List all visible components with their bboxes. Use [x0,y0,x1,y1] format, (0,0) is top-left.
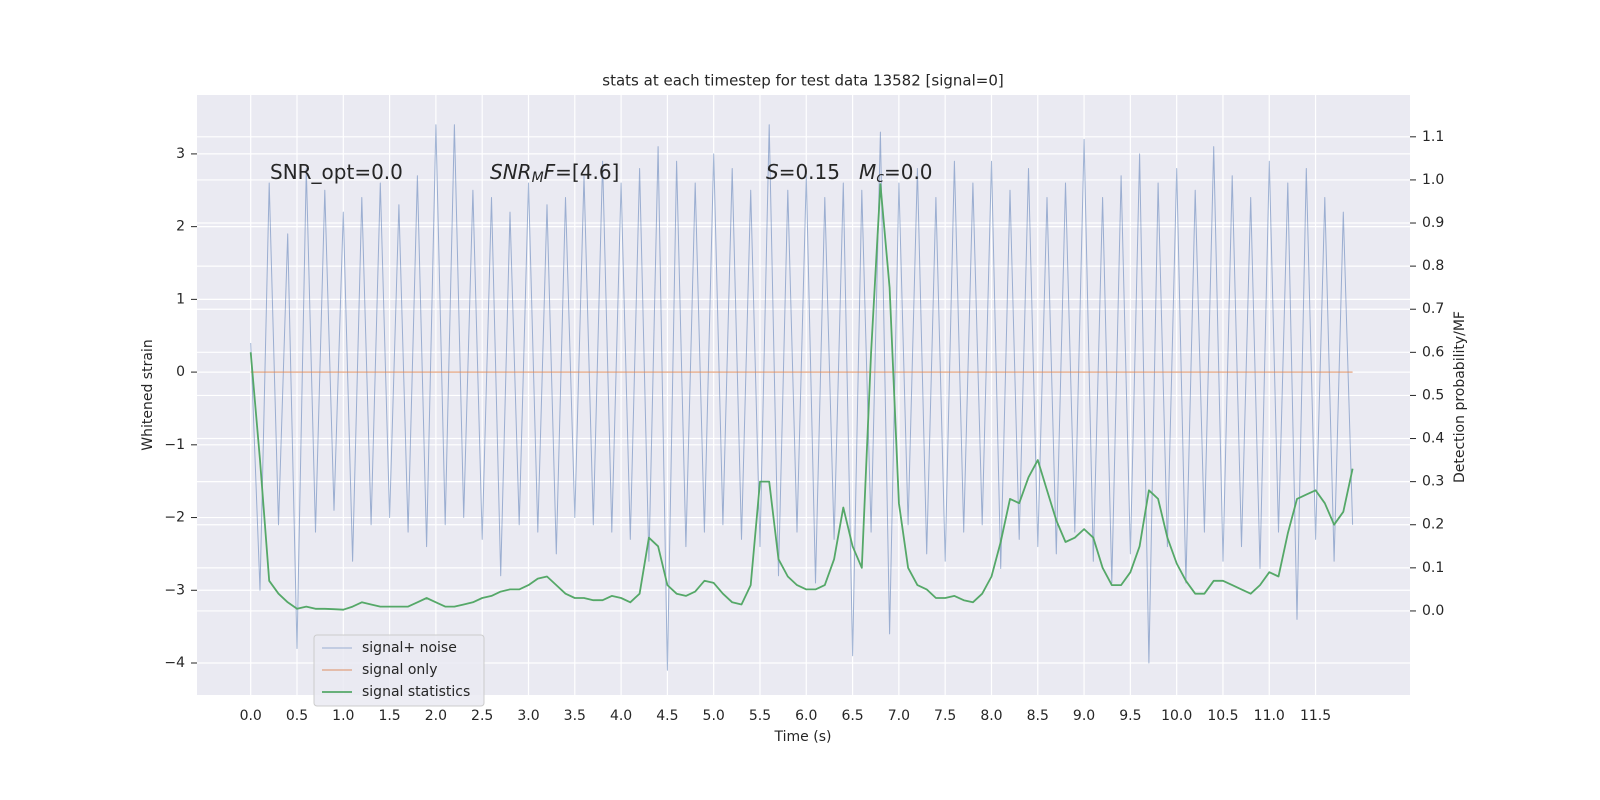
y2-tick-label: 1.1 [1422,129,1444,145]
x-tick-label: 0.5 [286,708,308,724]
x-tick-label: 5.0 [703,708,725,724]
x-tick-label: 9.5 [1119,708,1141,724]
x-tick-label: 3.5 [564,708,586,724]
x-tick-label: 4.5 [656,708,678,724]
x-tick-label: 4.0 [610,708,632,724]
x-tick-label: 11.0 [1254,708,1285,724]
annotation-part: S [766,160,779,184]
y-tick-label: −2 [164,510,185,526]
x-tick-label: 0.0 [240,708,262,724]
y-tick-label: 1 [176,291,185,307]
x-tick-label: 3.0 [517,708,539,724]
annotation-part: SNR_opt=0.0 [270,160,403,184]
annotation-part: F [544,160,556,184]
y2-tick-label: 0.8 [1422,258,1444,274]
x-tick-label: 5.5 [749,708,771,724]
y-tick-label: 2 [176,219,185,235]
y2-tick-label: 0.9 [1422,215,1444,231]
annotation-part: M [859,160,876,184]
annotation-part: =0.0 [884,160,933,184]
x-tick-label: 9.0 [1073,708,1095,724]
x-tick-label: 7.0 [888,708,910,724]
annotation-part: M [532,170,544,186]
x-tick-label: 1.0 [332,708,354,724]
y-tick-label: 0 [176,364,185,380]
y-tick-label: −3 [164,582,185,598]
x-tick-label: 6.0 [795,708,817,724]
y2-tick-label: 0.3 [1422,474,1444,490]
series-line [249,183,1354,611]
y2-tick-label: 0.5 [1422,387,1444,403]
y2-tick-label: 0.0 [1422,603,1444,619]
marks [249,124,1354,671]
series-line [250,124,1354,671]
legend-box [313,634,485,707]
annotation-part: =[4.6] [555,160,619,184]
annotation: Mc=0.0 [859,160,933,187]
y2-tick-label: 0.6 [1422,344,1444,360]
y2-axis-label: Detection probability/MF [1452,311,1468,483]
annotation: SNRMF=[4.6] [490,160,619,187]
annotation-part: c [876,170,884,186]
x-tick-label: 1.5 [378,708,400,724]
y2-tick-label: 0.7 [1422,301,1444,317]
annotation: S=0.15 [766,160,840,184]
annotation: SNR_opt=0.0 [270,160,403,184]
annotation-part: SNR [490,160,532,184]
y-axis-label: Whitened strain [140,339,156,450]
legend-label: signal only [362,662,437,678]
legend: signal+ noise signal only signal statistic… [313,634,485,707]
y-tick-label: −4 [164,655,185,671]
y2-tick-label: 0.1 [1422,560,1444,576]
y-tick-label: 3 [176,146,185,162]
legend-label: signal statistics [362,684,470,700]
y-tick-label: −1 [164,437,185,453]
legend-label: signal+ noise [362,640,457,656]
x-tick-label: 6.5 [841,708,863,724]
x-tick-label: 10.5 [1207,708,1238,724]
x-tick-label: 7.5 [934,708,956,724]
x-tick-label: 2.5 [471,708,493,724]
labels: 0.0 0.5 1.0 1.5 2.0 2.5 3.0 3.5 4.0 4.5 5.0 5.5 6.0 6… [164,129,1444,724]
y2-tick-label: 0.4 [1422,431,1444,447]
chart-title: stats at each timestep for test data 135… [602,72,1003,90]
y2-tick-label: 0.2 [1422,517,1444,533]
x-tick-label: 10.0 [1161,708,1192,724]
x-tick-label: 8.5 [1027,708,1049,724]
x-tick-label: 2.0 [425,708,447,724]
x-tick-label: 11.5 [1300,708,1331,724]
annotation-part: =0.15 [779,160,840,184]
x-axis-label: Time (s) [774,729,832,745]
x-tick-label: 8.0 [980,708,1002,724]
y2-tick-label: 1.0 [1422,172,1444,188]
